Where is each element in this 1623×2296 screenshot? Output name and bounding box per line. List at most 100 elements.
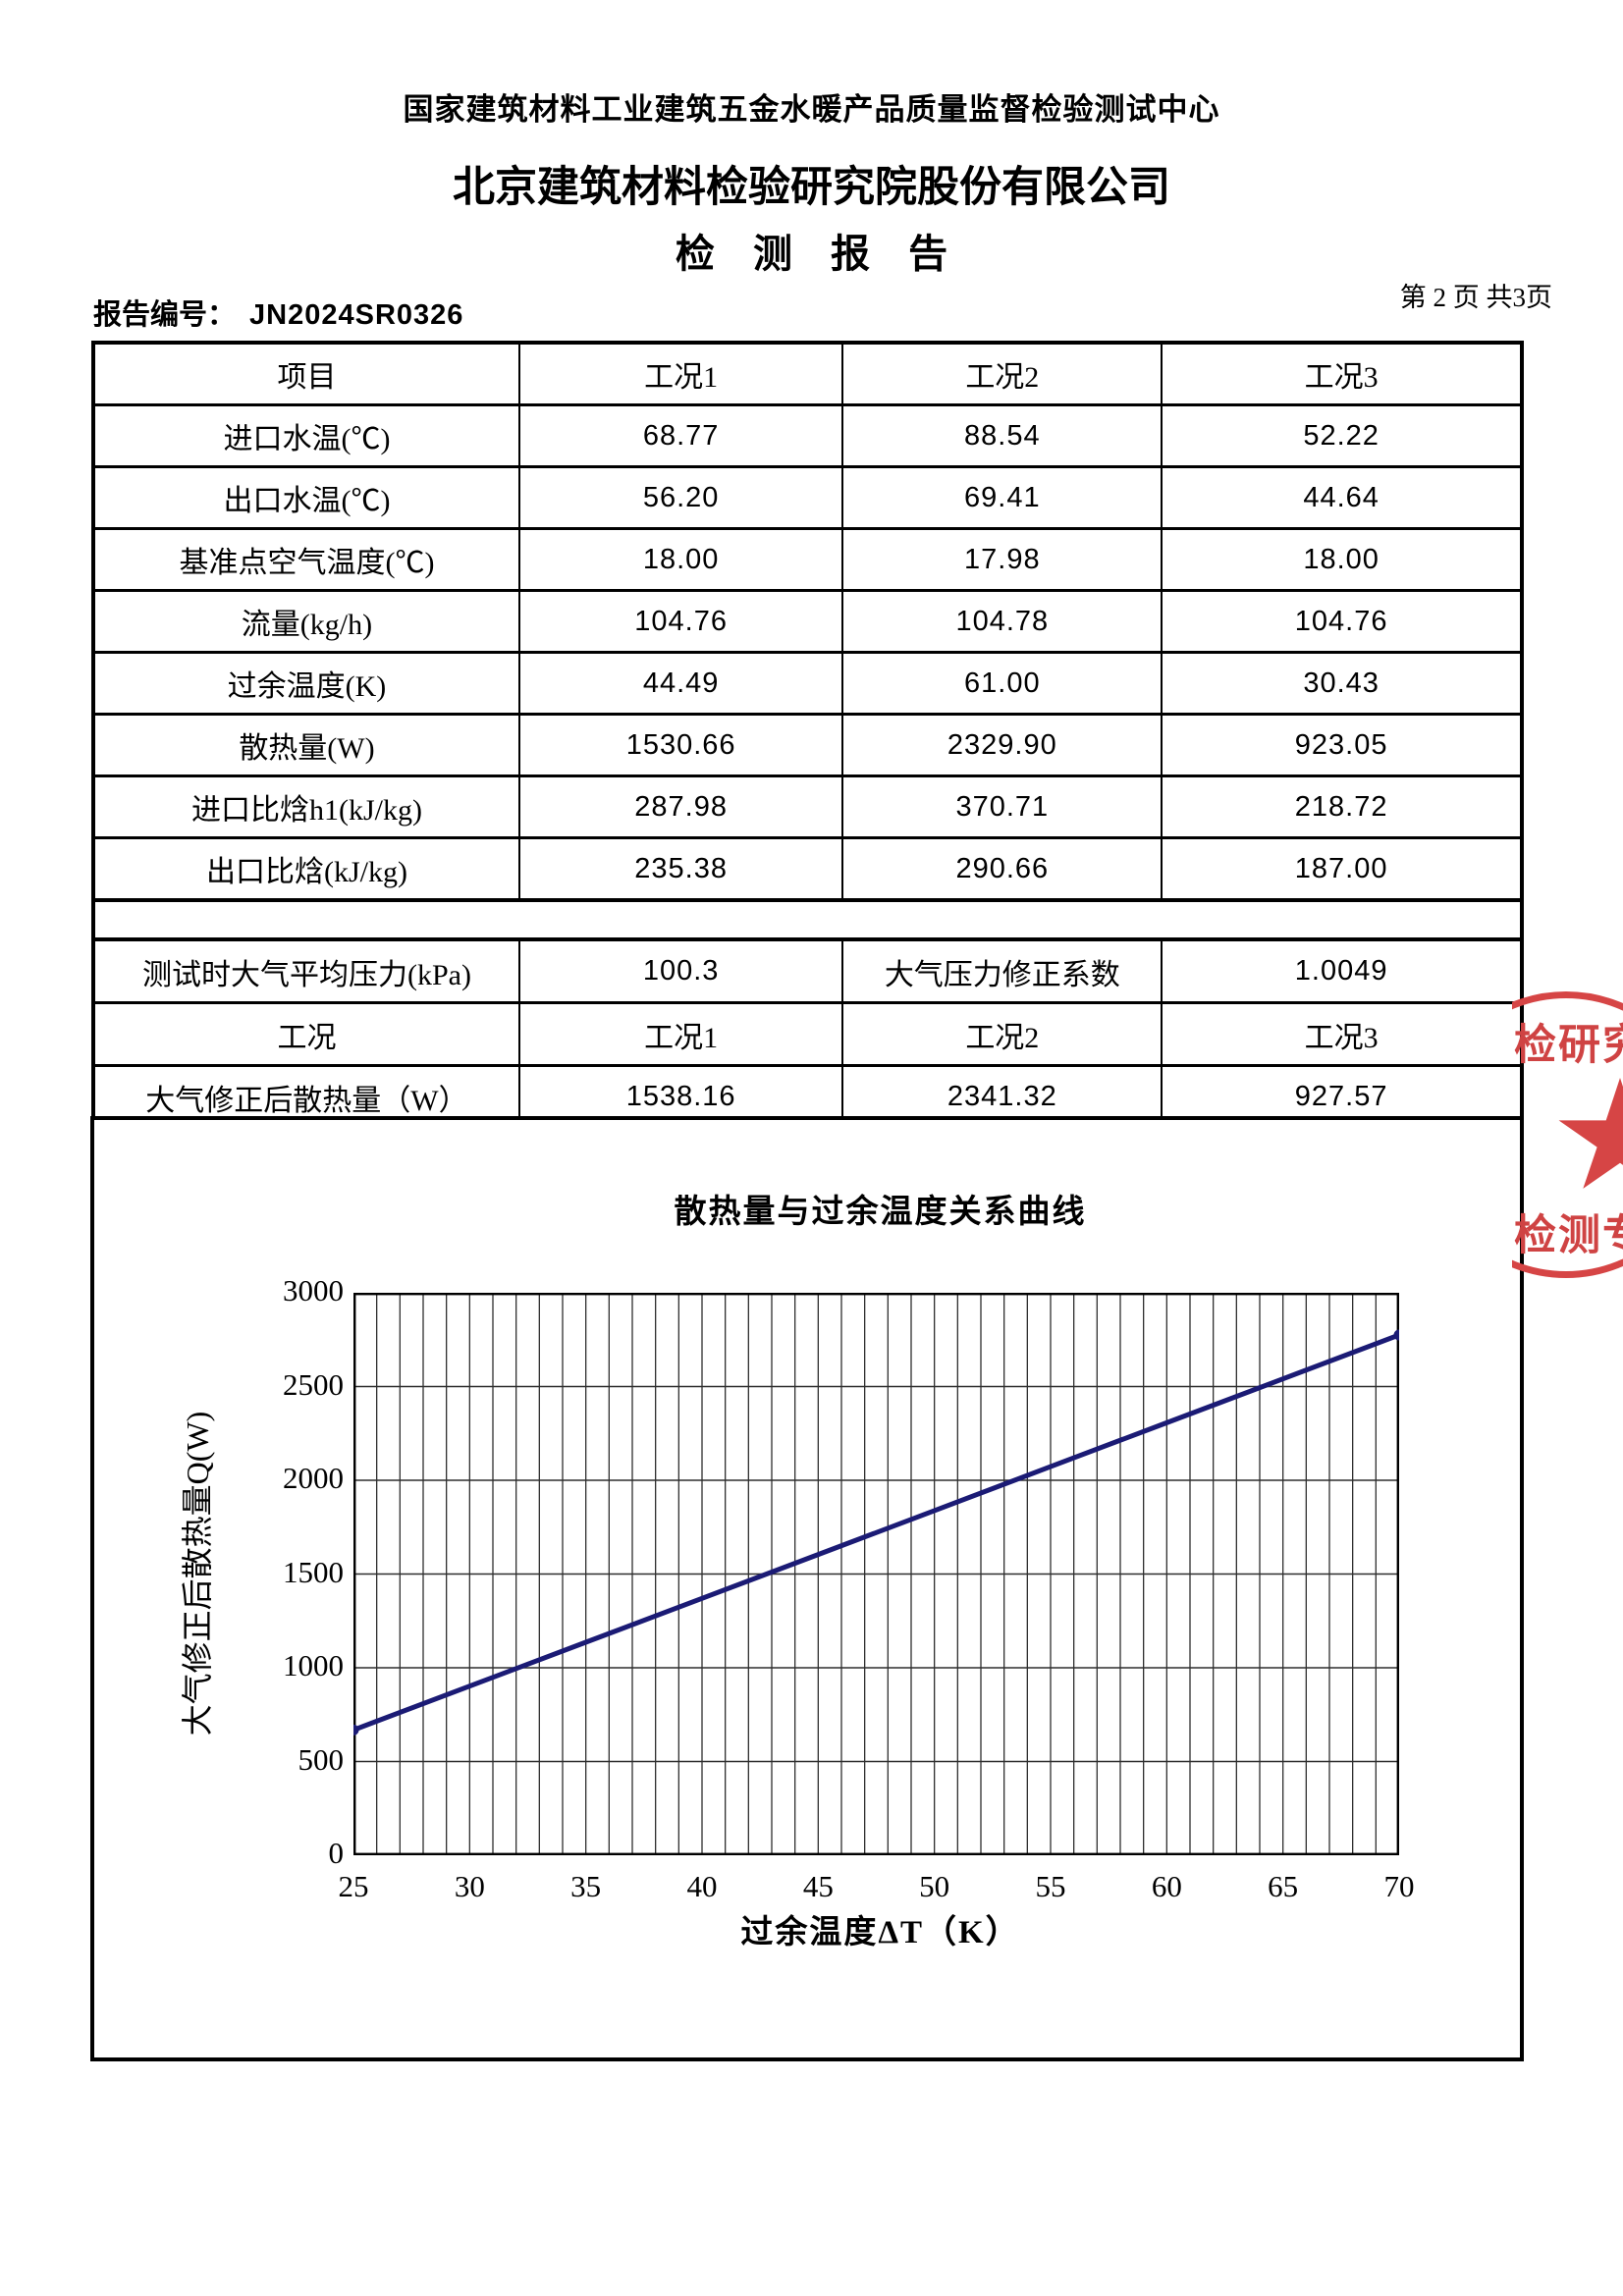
table-cell: 工况1 [517,345,841,403]
table-cell: 290.66 [841,839,1161,898]
results-table: 项目 工况1 工况2 工况3 进口水温(℃) 68.77 88.54 52.22 出口水温(℃)… [95,345,1520,898]
table-cell: 56.20 [517,468,841,527]
table-spacer-row [95,898,1520,941]
page-title: 检 测 报 告 [675,233,962,276]
chart-panel: 散热量与过余温度关系曲线 大气修正后散热量Q(W) 过余温度ΔT（K） 0 500… [90,1116,1524,2061]
table-cell: 项目 [277,361,337,394]
y-tick-label: 500 [298,1741,345,1777]
chart-plot-area [353,1293,1399,1855]
x-tick-label: 40 [686,1869,718,1903]
official-seal: 检研究 检测专用 [1512,984,1623,1298]
table-cell: 测试时大气平均压力(kPa) [141,958,471,991]
table-cell: 工况1 [517,1004,841,1064]
chart-x-axis-title: 过余温度ΔT（K） [740,1915,1020,1950]
table-row: 出口水温(℃) 56.20 69.41 44.64 [95,465,1520,527]
data-line [353,1332,1399,1733]
chart-title: 散热量与过余温度关系曲线 [674,1193,1087,1229]
x-tick-label: 25 [338,1869,369,1903]
table-cell: 927.57 [1161,1067,1520,1127]
table-row: 流量(kg/h) 104.76 104.78 104.76 [95,589,1520,651]
table-cell: 44.64 [1161,468,1520,527]
table-row: 测试时大气平均压力(kPa) 100.3 大气压力修正系数 1.0049 [95,941,1520,1001]
table-cell: 104.78 [841,592,1161,651]
table-row: 出口比焓(kJ/kg) 235.38 290.66 187.00 [95,836,1520,898]
table-cell: 大气压力修正系数 [841,941,1161,1001]
table-cell: 工况3 [1161,345,1520,403]
table-cell: 进口水温(℃) [223,423,391,455]
data-point-marker [1393,1329,1399,1341]
seal-text-top: 检研究 [1514,1023,1623,1069]
table-row: 进口比焓h1(kJ/kg) 287.98 370.71 218.72 [95,774,1520,836]
page-indicator: 第 2 页 共3页 [1399,283,1552,312]
table-cell: 基准点空气温度(℃) [179,547,435,579]
correction-table: 测试时大气平均压力(kPa) 100.3 大气压力修正系数 1.0049 工况 工况1 工况… [95,941,1520,1127]
y-tick-label: 2500 [283,1366,344,1402]
y-tick-label: 0 [328,1836,345,1870]
line-chart [353,1293,1399,1855]
x-tick-label: 50 [919,1869,950,1903]
table-row: 工况 工况1 工况2 工况3 [95,1001,1520,1064]
report-number: 报告编号： JN2024SR0326 [93,292,463,333]
x-tick-label: 30 [454,1869,485,1903]
table-cell: 44.49 [517,654,841,713]
table-cell: 100.3 [517,941,841,1001]
table-cell: 散热量(W) [239,732,375,765]
table-cell: 工况2 [841,345,1161,403]
table-cell: 235.38 [517,839,841,898]
center-name-line: 国家建筑材料工业建筑五金水暖产品质量监督检验测试中心 [403,92,1220,127]
x-tick-label: 65 [1268,1869,1299,1903]
report-number-label: 报告编号： [93,299,237,331]
table-cell: 大气修正后散热量（W） [145,1084,468,1117]
table-cell: 61.00 [841,654,1161,713]
table-row: 过余温度(K) 44.49 61.00 30.43 [95,651,1520,713]
x-tick-label: 60 [1151,1869,1182,1903]
table-cell: 流量(kg/h) [241,609,373,641]
table-cell: 287.98 [517,777,841,836]
x-tick-label: 55 [1035,1869,1066,1903]
data-point-marker [353,1724,359,1735]
report-number-value: JN2024SR0326 [249,299,464,331]
table-cell: 1.0049 [1161,941,1520,1001]
table-cell: 工况3 [1161,1004,1520,1064]
table-cell: 187.00 [1161,839,1520,898]
table-cell: 18.00 [1161,530,1520,589]
table-row: 散热量(W) 1530.66 2329.90 923.05 [95,713,1520,774]
table-cell: 工况2 [841,1004,1161,1064]
table-cell: 出口水温(℃) [223,485,391,517]
table-cell: 1538.16 [517,1067,841,1127]
seal-circle-icon [1512,991,1623,1278]
table-cell: 1530.66 [517,716,841,774]
y-tick-label: 1500 [283,1554,344,1589]
table-cell: 52.22 [1161,406,1520,465]
table-cell: 104.76 [1161,592,1520,651]
table-row: 项目 工况1 工况2 工况3 [95,345,1520,403]
table-cell: 30.43 [1161,654,1520,713]
table-cell: 218.72 [1161,777,1520,836]
table-cell: 工况 [277,1021,337,1054]
x-tick-label: 70 [1383,1869,1415,1903]
table-row: 基准点空气温度(℃) 18.00 17.98 18.00 [95,527,1520,589]
table-cell: 2341.32 [841,1067,1161,1127]
table-cell: 370.71 [841,777,1161,836]
chart-y-axis-title: 大气修正后散热量Q(W) [180,1411,215,1736]
table-cell: 69.41 [841,468,1161,527]
y-tick-label: 1000 [283,1648,344,1682]
table-cell: 68.77 [517,406,841,465]
results-tables: 项目 工况1 工况2 工况3 进口水温(℃) 68.77 88.54 52.22 出口水温(℃)… [91,341,1524,1131]
table-cell: 18.00 [517,530,841,589]
x-tick-label: 45 [802,1869,834,1903]
y-tick-label: 3000 [283,1273,344,1308]
y-tick-label: 2000 [283,1461,344,1495]
table-cell: 过余温度(K) [227,670,387,703]
table-cell: 923.05 [1161,716,1520,774]
table-cell: 104.76 [517,592,841,651]
seal-text-bottom: 检测专用 [1514,1213,1623,1259]
table-row: 进口水温(℃) 68.77 88.54 52.22 [95,403,1520,465]
table-cell: 2329.90 [841,716,1161,774]
x-tick-label: 35 [570,1869,602,1903]
table-row: 大气修正后散热量（W） 1538.16 2341.32 927.57 [95,1064,1520,1127]
table-cell: 88.54 [841,406,1161,465]
table-cell: 17.98 [841,530,1161,589]
company-name-line: 北京建筑材料检验研究院股份有限公司 [453,164,1170,211]
